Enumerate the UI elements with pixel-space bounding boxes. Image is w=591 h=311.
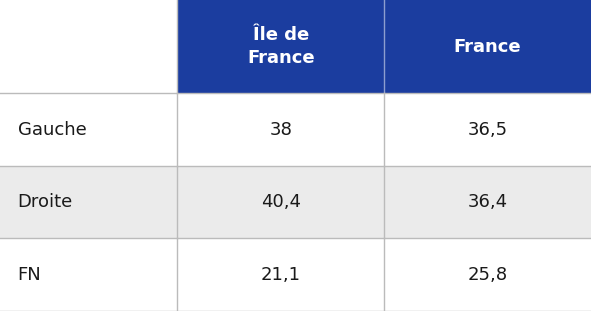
Bar <box>0 239 591 311</box>
Bar <box>384 0 591 93</box>
Bar <box>0 166 591 239</box>
Text: 36,5: 36,5 <box>467 121 508 139</box>
Bar <box>0 0 177 93</box>
Text: 25,8: 25,8 <box>467 266 508 284</box>
Text: Île de
France: Île de France <box>247 26 314 67</box>
Text: 38: 38 <box>269 121 292 139</box>
Bar <box>0 93 591 166</box>
Text: Droite: Droite <box>18 193 73 211</box>
Text: France: France <box>454 38 521 56</box>
Text: FN: FN <box>18 266 41 284</box>
Text: 21,1: 21,1 <box>261 266 301 284</box>
Text: 36,4: 36,4 <box>467 193 508 211</box>
Text: Gauche: Gauche <box>18 121 86 139</box>
Bar <box>177 0 384 93</box>
Text: 40,4: 40,4 <box>261 193 301 211</box>
